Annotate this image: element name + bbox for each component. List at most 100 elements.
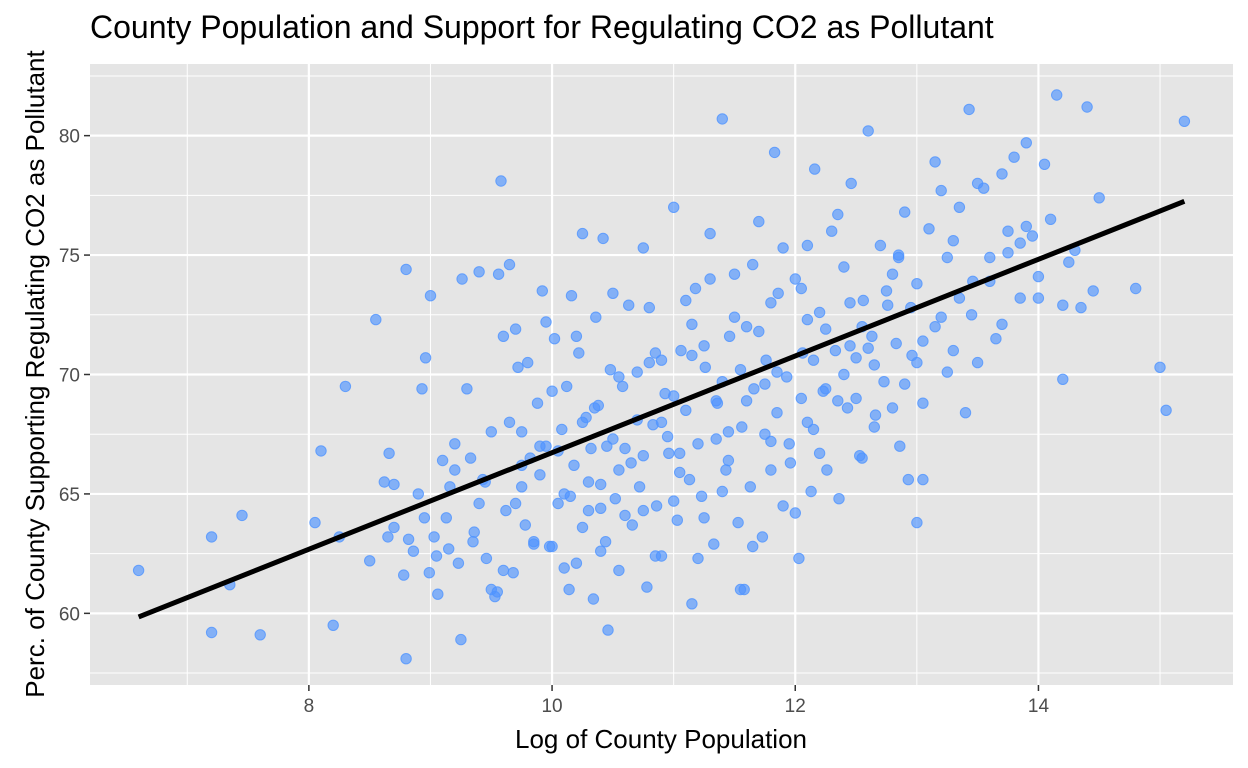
data-point (315, 445, 327, 457)
data-point (613, 564, 625, 577)
data-point (495, 175, 507, 187)
data-point (587, 593, 600, 605)
data-point (947, 235, 959, 247)
data-point (793, 552, 805, 565)
data-point (874, 239, 887, 252)
data-point (1014, 292, 1026, 304)
data-point (619, 509, 631, 522)
data-point (637, 504, 649, 517)
data-point (1002, 225, 1014, 237)
data-point (464, 452, 477, 464)
data-point (416, 383, 428, 395)
data-point (710, 395, 722, 407)
data-point (680, 404, 692, 416)
data-point (595, 545, 607, 557)
data-point (765, 297, 777, 309)
data-point (254, 629, 266, 641)
data-point (378, 476, 390, 488)
data-point (1130, 282, 1142, 295)
data-point (452, 557, 465, 569)
data-point (941, 251, 953, 264)
data-point (689, 282, 702, 295)
data-point (461, 383, 473, 395)
data-point (616, 380, 629, 393)
data-point (984, 251, 996, 264)
data-points (132, 89, 1191, 665)
data-point (370, 313, 382, 326)
data-point (1057, 373, 1069, 385)
data-point (236, 509, 248, 522)
data-point (963, 103, 975, 116)
data-point (698, 512, 710, 524)
data-point (720, 464, 732, 476)
data-point (430, 550, 443, 562)
data-point (485, 426, 497, 438)
data-point (674, 466, 686, 479)
data-point (540, 316, 552, 328)
data-point (996, 168, 1008, 180)
data-point (473, 266, 485, 278)
data-point (801, 416, 814, 428)
data-point (1026, 230, 1039, 242)
data-point (805, 485, 817, 498)
data-point (777, 500, 789, 512)
data-point (655, 416, 668, 428)
data-point (756, 531, 769, 543)
data-point (388, 521, 400, 534)
data-point (686, 598, 698, 610)
data-point (473, 497, 485, 510)
data-point (747, 258, 759, 271)
data-point (609, 493, 621, 505)
data-point (643, 356, 655, 369)
data-point (641, 581, 653, 593)
data-point (565, 290, 578, 302)
data-point (619, 442, 631, 455)
data-point (722, 454, 735, 467)
data-point (935, 311, 947, 323)
data-point (492, 268, 505, 280)
data-point (516, 426, 528, 438)
data-point (570, 330, 583, 342)
data-point (595, 502, 607, 514)
data-point (789, 507, 801, 519)
data-point (917, 335, 929, 347)
data-point (899, 378, 911, 390)
data-point (512, 361, 524, 373)
data-point (784, 457, 797, 469)
data-point (869, 409, 882, 421)
data-point (1160, 404, 1172, 416)
data-point (856, 452, 868, 464)
data-point (534, 440, 546, 452)
data-point (868, 359, 880, 371)
data-point (503, 416, 516, 428)
data-point (807, 423, 820, 436)
data-point (683, 473, 696, 486)
data-point (765, 464, 777, 476)
data-point (604, 364, 617, 376)
data-point (850, 352, 862, 364)
data-point (668, 495, 680, 507)
data-point (674, 447, 686, 459)
data-point (497, 564, 510, 577)
data-point (899, 206, 911, 218)
data-point (923, 223, 935, 235)
data-point (1002, 247, 1014, 259)
data-point (795, 392, 807, 405)
data-point (491, 586, 503, 598)
data-point (857, 294, 869, 307)
data-point (728, 311, 741, 323)
data-point (613, 464, 625, 476)
data-point (813, 306, 826, 319)
data-point (382, 531, 394, 543)
data-point (132, 564, 145, 577)
data-point (753, 325, 765, 338)
data-point (407, 545, 420, 557)
data-point (509, 497, 522, 510)
data-point (1044, 213, 1057, 226)
data-point (1008, 151, 1020, 163)
data-point (383, 447, 395, 459)
data-point (813, 447, 826, 459)
data-point (801, 313, 814, 326)
data-point (917, 473, 929, 486)
x-tick-label: 8 (304, 696, 315, 717)
